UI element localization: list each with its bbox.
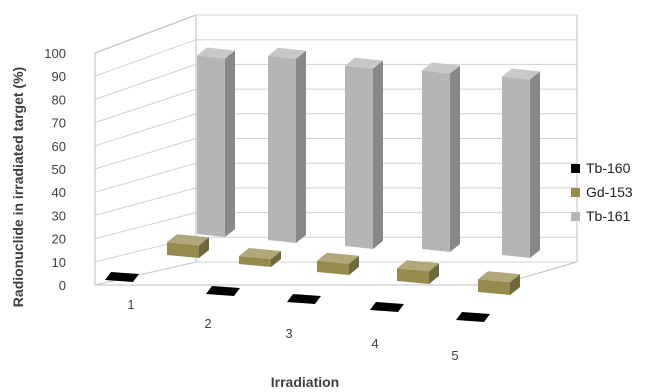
- legend-swatch: [571, 187, 580, 197]
- bar-front-face: [317, 260, 349, 275]
- bar-front-face: [239, 256, 271, 267]
- y-tick-label: 100: [44, 46, 66, 61]
- bar-face: [287, 294, 321, 304]
- bar-Tb-160-1: [105, 272, 139, 282]
- bar-top-face: [268, 47, 306, 59]
- bar-Tb-161-2: [268, 47, 306, 244]
- x-tick-label: 2: [204, 316, 211, 331]
- bar-top-face: [502, 68, 540, 80]
- bar-front-face: [478, 279, 510, 295]
- bar-side-face: [373, 60, 383, 249]
- bar-side-face: [450, 65, 460, 253]
- bar-front-face: [167, 242, 199, 258]
- bar-Tb-161-1: [197, 47, 235, 237]
- y-tick-label: 0: [59, 278, 66, 293]
- top-wall-edge: [94, 14, 197, 54]
- bar-top-face: [422, 62, 460, 74]
- x-tick-label: 1: [127, 297, 134, 312]
- y-tick-label: 90: [52, 69, 66, 84]
- y-tick-label: 70: [52, 116, 66, 131]
- bar-Gd-153-1: [167, 234, 209, 258]
- y-tick-label: 50: [52, 162, 66, 177]
- y-axis-title: Radionuclide in irradiated target (%): [10, 67, 26, 307]
- bar-Gd-153-2: [239, 248, 281, 267]
- bar-Tb-161-5: [502, 68, 540, 259]
- legend-item-tb-161: Tb-161: [571, 204, 667, 228]
- bar-front-face: [197, 55, 225, 237]
- legend-item-gd-153: Gd-153: [571, 180, 667, 204]
- bar-Gd-153-4: [397, 260, 439, 284]
- legend-swatch: [571, 163, 580, 173]
- x-tick-label: 3: [285, 326, 292, 341]
- bar-top-face: [167, 234, 209, 246]
- bar-face: [456, 312, 490, 322]
- bar-Tb-160-3: [287, 294, 321, 304]
- bar-Tb-161-3: [345, 57, 383, 249]
- bar-Gd-153-3: [317, 252, 359, 275]
- bar-face: [206, 286, 240, 296]
- bar-side-face: [530, 71, 540, 259]
- bar-Tb-160-2: [206, 286, 240, 296]
- bar-front-face: [268, 55, 296, 244]
- y-tick-label: 10: [52, 255, 66, 270]
- bar-top-face: [239, 248, 281, 259]
- x-tick-label: 4: [371, 336, 378, 351]
- bar-Tb-160-5: [456, 312, 490, 322]
- x-axis-ticks: 1 2 3 4 5: [127, 297, 458, 363]
- bar-side-face: [225, 50, 235, 237]
- bar-top-face: [197, 47, 235, 59]
- y-tick-label: 20: [52, 232, 66, 247]
- bar-Tb-160-4: [370, 302, 404, 312]
- legend: Tb-160 Gd-153 Tb-161: [571, 156, 667, 228]
- bar-top-face: [345, 57, 383, 69]
- bar-top-face: [478, 271, 520, 283]
- x-tick-label: 5: [451, 348, 458, 363]
- bar-side-face: [429, 263, 439, 284]
- bar-front-face: [422, 70, 450, 253]
- y-tick-label: 30: [52, 208, 66, 223]
- legend-label: Tb-160: [586, 160, 631, 176]
- bar-side-face: [349, 255, 359, 275]
- bar-side-face: [271, 251, 281, 267]
- bar-Gd-153-5: [478, 271, 520, 295]
- bars: [105, 47, 540, 322]
- bar-Tb-161-4: [422, 62, 460, 253]
- legend-swatch: [571, 211, 580, 221]
- bar-front-face: [345, 65, 373, 249]
- y-tick-label: 80: [52, 92, 66, 107]
- bar-front-face: [397, 268, 429, 284]
- gridline: [94, 14, 577, 54]
- bar-side-face: [296, 50, 306, 244]
- legend-item-tb-160: Tb-160: [571, 156, 667, 180]
- gridline: [94, 39, 577, 77]
- y-tick-label: 60: [52, 139, 66, 154]
- bar-face: [105, 272, 139, 282]
- bar-front-face: [502, 76, 530, 259]
- chart-walls: [94, 14, 578, 286]
- legend-label: Gd-153: [586, 184, 633, 200]
- y-tick-label: 40: [52, 185, 66, 200]
- bar-top-face: [397, 260, 439, 272]
- bar-side-face: [510, 274, 520, 295]
- y-axis-ticks: 0 10 20 30 40 50 60 70 80 90 100: [44, 46, 66, 293]
- bar-face: [370, 302, 404, 312]
- bar-side-face: [199, 237, 209, 258]
- x-axis-title: Irradiation: [271, 374, 339, 390]
- legend-label: Tb-161: [586, 208, 631, 224]
- bar-top-face: [317, 252, 359, 264]
